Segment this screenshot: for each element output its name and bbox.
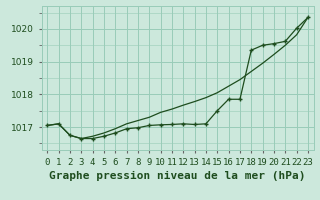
X-axis label: Graphe pression niveau de la mer (hPa): Graphe pression niveau de la mer (hPa) — [49, 171, 306, 181]
